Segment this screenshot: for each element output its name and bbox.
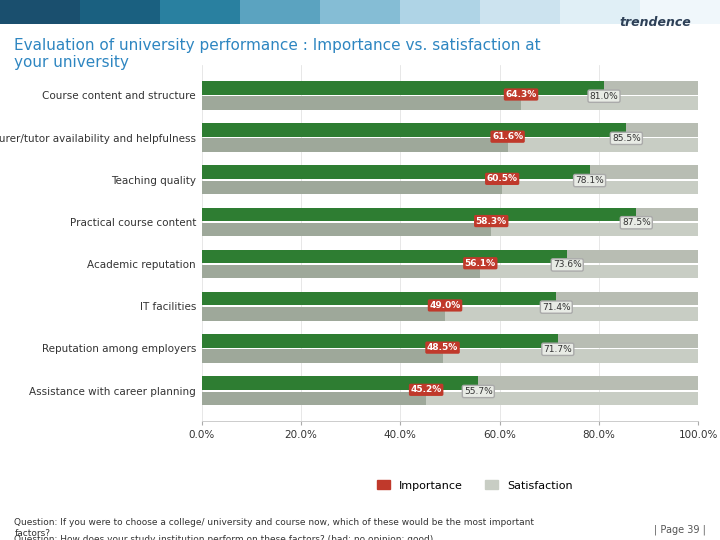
Legend: Importance, Satisfaction: Importance, Satisfaction: [374, 477, 576, 494]
Text: 73.6%: 73.6%: [553, 260, 582, 269]
Text: 60.5%: 60.5%: [487, 174, 518, 184]
Bar: [202, 123, 626, 137]
Text: 87.5%: 87.5%: [622, 218, 651, 227]
Bar: [202, 349, 698, 363]
Text: Question: How does your study institution perform on these factors? (bad; no opi: Question: How does your study institutio…: [14, 535, 433, 540]
Bar: [202, 307, 698, 321]
Bar: [202, 292, 698, 306]
Bar: [202, 223, 698, 237]
Text: 85.5%: 85.5%: [612, 134, 641, 143]
Bar: [202, 307, 445, 321]
Text: 64.3%: 64.3%: [505, 90, 536, 99]
Bar: [202, 207, 636, 221]
Text: 81.0%: 81.0%: [590, 92, 618, 100]
Text: 61.6%: 61.6%: [492, 132, 523, 141]
Bar: [202, 138, 698, 152]
Bar: [202, 96, 698, 110]
Bar: [202, 165, 698, 179]
Bar: [202, 138, 508, 152]
Text: 45.2%: 45.2%: [410, 386, 442, 394]
Text: 55.7%: 55.7%: [464, 387, 492, 396]
Text: 71.7%: 71.7%: [544, 345, 572, 354]
Text: 56.1%: 56.1%: [464, 259, 496, 268]
Bar: [202, 334, 698, 348]
Bar: [202, 376, 698, 390]
Bar: [202, 392, 698, 405]
Bar: [202, 81, 698, 94]
Text: Question: If you were to choose a college/ university and course now, which of t: Question: If you were to choose a colleg…: [14, 518, 534, 538]
Bar: [202, 207, 698, 221]
Bar: [202, 223, 491, 237]
Text: Evaluation of university performance : Importance vs. satisfaction at
your unive: Evaluation of university performance : I…: [14, 38, 541, 70]
Bar: [202, 292, 557, 306]
Bar: [202, 265, 698, 279]
Text: 49.0%: 49.0%: [429, 301, 461, 310]
Text: 78.1%: 78.1%: [575, 176, 604, 185]
Text: 58.3%: 58.3%: [476, 217, 507, 226]
Bar: [202, 180, 698, 194]
Text: 48.5%: 48.5%: [427, 343, 458, 352]
Bar: [202, 376, 478, 390]
Text: | Page 39 |: | Page 39 |: [654, 524, 706, 535]
Bar: [202, 180, 502, 194]
Bar: [202, 392, 426, 405]
Bar: [202, 349, 443, 363]
Bar: [202, 334, 558, 348]
Bar: [202, 249, 698, 263]
Bar: [202, 165, 590, 179]
Text: trendence: trendence: [619, 16, 691, 29]
Bar: [202, 81, 604, 94]
Bar: [202, 249, 567, 263]
Bar: [202, 265, 480, 279]
Bar: [202, 96, 521, 110]
Bar: [202, 123, 698, 137]
Text: 71.4%: 71.4%: [542, 302, 571, 312]
